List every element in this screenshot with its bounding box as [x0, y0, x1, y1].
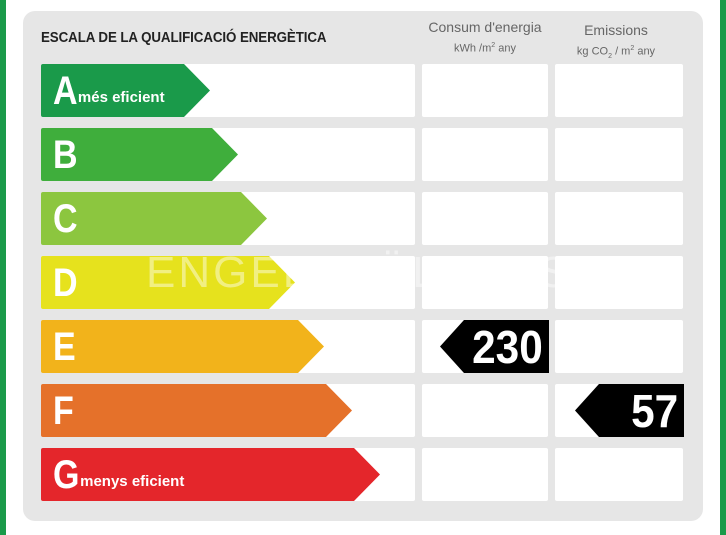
consumption-cell — [422, 64, 548, 117]
consumption-unit: kWh /m2 any — [454, 42, 516, 55]
class-letter: F — [53, 388, 74, 433]
class-letter: B — [53, 132, 78, 177]
scale-title: ESCALA DE LA QUALIFICACIÓ ENERGÈTICA — [41, 30, 327, 46]
consumption-cell — [422, 128, 548, 181]
consumption-cell — [422, 256, 548, 309]
consumption-value: 230 — [472, 320, 543, 373]
emissions-cell — [555, 64, 683, 117]
class-arrow-d: D — [41, 256, 295, 309]
consumption-cell — [422, 384, 548, 437]
class-letter: G — [53, 452, 80, 497]
class-note: més eficient — [77, 89, 165, 106]
emissions-cell — [555, 448, 683, 501]
consumption-heading: Consum d'energia — [428, 19, 542, 35]
consumption-cell — [422, 192, 548, 245]
class-arrow-e: E — [41, 320, 324, 373]
class-arrow-f: F — [41, 384, 352, 437]
emissions-cell — [555, 256, 683, 309]
class-arrow-b: B — [41, 128, 238, 181]
class-letter: D — [53, 260, 78, 305]
emissions-cell — [555, 128, 683, 181]
class-letter: C — [53, 196, 78, 241]
class-arrow-c: C — [41, 192, 267, 245]
emissions-value: 57 — [630, 384, 678, 437]
class-letter: E — [53, 324, 76, 369]
emissions-unit: kg CO2 / m2 any — [576, 45, 656, 60]
consumption-rating-marker: 230 — [440, 320, 549, 373]
consumption-cell — [422, 448, 548, 501]
class-letter: A — [53, 68, 78, 113]
class-note: menys eficient — [80, 473, 185, 490]
emissions-header: Emissions kg CO2 / m2 any — [554, 22, 678, 65]
emissions-cell — [555, 192, 683, 245]
consumption-header: Consum d'energia kWh /m2 any — [422, 19, 548, 58]
emissions-rating-marker: 57 — [575, 384, 684, 437]
emissions-cell — [555, 320, 683, 373]
emissions-heading: Emissions — [584, 22, 648, 38]
